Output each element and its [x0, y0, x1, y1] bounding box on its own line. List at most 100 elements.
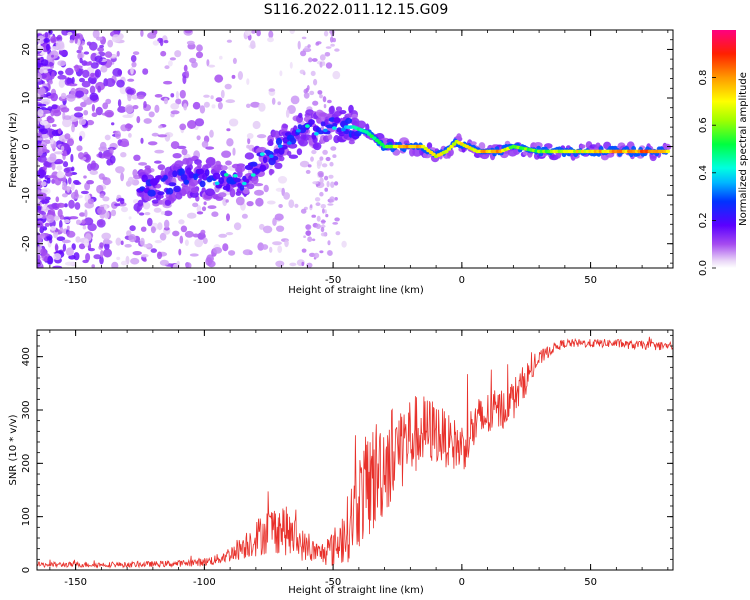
spectrogram-noise-cell [61, 239, 71, 244]
y-tick-label: 300 [21, 400, 32, 419]
x-tick-label: -100 [193, 577, 216, 588]
spectrogram-noise-cell [60, 107, 70, 113]
spectrogram-noise-cell [140, 237, 145, 246]
spectrogram-noise-cell [159, 232, 167, 241]
spectrogram-noise-cell [163, 97, 169, 105]
spectrogram-core-cell [345, 117, 353, 124]
spectrogram-noise-cell [87, 223, 97, 232]
spectrogram-noise-cell [121, 206, 128, 213]
spectrogram-noise-cell [324, 175, 329, 181]
spectrogram-noise-cell [311, 58, 318, 62]
spectrogram-noise-cell [315, 223, 321, 229]
spectrogram-noise-cell [62, 118, 72, 128]
spectrogram-noise-cell [219, 55, 223, 60]
figure-title: S116.2022.011.12.15.G09 [264, 2, 449, 18]
spectrogram-noise-cell [335, 231, 341, 236]
spectrogram-noise-cell [127, 78, 135, 82]
spectrogram-noise-cell [330, 43, 335, 47]
spectrogram-noise-cell [37, 148, 43, 157]
spectrogram-noise-cell [303, 88, 308, 94]
spectrogram-noise-cell [114, 203, 121, 207]
spectrogram-noise-cell [48, 30, 53, 35]
spectrogram-noise-cell [54, 177, 62, 186]
spectrogram-noise-cell [172, 230, 180, 237]
spectrogram-noise-cell [212, 247, 223, 254]
spectrogram-noise-cell [84, 182, 91, 191]
spectrogram-noise-cell [330, 181, 335, 188]
spectrogram-noise-cell [169, 57, 176, 61]
spectrogram-noise-cell [148, 111, 155, 118]
spectrogram-noise-cell [120, 198, 125, 205]
spectrogram-noise-cell [67, 31, 73, 36]
x-tick-label: 0 [459, 275, 465, 286]
spectrogram-noise-cell [120, 172, 124, 182]
spectrogram-noise-cell [89, 85, 96, 95]
spectrogram-noise-cell [246, 78, 250, 85]
spectrogram-noise-cell [202, 237, 208, 245]
spectrogram-noise-cell [66, 230, 76, 238]
spectrogram-noise-cell [40, 98, 51, 106]
spectrogram-noise-cell [104, 242, 110, 251]
spectrogram-noise-cell [207, 205, 217, 210]
spectrogram-noise-cell [124, 123, 134, 129]
spectrogram-noise-cell [251, 30, 256, 34]
x-tick-label: 50 [584, 577, 597, 588]
spectrogram-noise-cell [226, 138, 234, 147]
spectrogram-core-cell [325, 124, 335, 129]
spectrogram-noise-cell [332, 70, 341, 80]
spectrogram-noise-cell [185, 262, 192, 268]
spectrogram-noise-cell [267, 37, 274, 43]
spectrogram-noise-cell [41, 134, 50, 139]
spectrogram-noise-cell [40, 248, 47, 255]
spectrogram-noise-cell [100, 250, 104, 258]
colorbar-ticks: 0.0 0.2 0.4 0.6 0.8 [698, 70, 716, 276]
spectrogram-noise-cell [81, 219, 86, 225]
spectrogram-noise-cell [325, 46, 332, 49]
spectrogram-noise-cell [268, 30, 274, 39]
spectrogram-noise-cell [37, 137, 44, 141]
spectrogram-noise-cell [232, 147, 236, 156]
spectrogram-noise-cell [51, 162, 56, 171]
spectrogram-noise-cell [179, 235, 184, 244]
spectrogram-noise-cell [73, 181, 82, 185]
spectrogram-noise-cell [160, 211, 166, 215]
spectrogram-noise-cell [179, 123, 187, 131]
spectrogram-noise-cell [215, 97, 223, 103]
spectrogram-noise-cell [310, 156, 314, 162]
spectrogram-core-cell [233, 177, 241, 183]
spectrogram-halo-cell [335, 106, 343, 112]
spectrogram-noise-cell [158, 125, 163, 129]
spectrogram-halo-cell [339, 110, 347, 115]
spectrogram-noise-cell [55, 40, 65, 50]
spectrogram-noise-cell [42, 205, 47, 210]
spectrogram-noise-cell [312, 181, 319, 185]
spectrogram-noise-cell [104, 51, 113, 58]
spectrogram-noise-cell [133, 154, 141, 161]
spectrogram-noise-cell [315, 202, 321, 207]
spectrogram-noise-cell [57, 70, 64, 76]
spectrogram-noise-cell [300, 50, 307, 57]
spectrogram-noise-cell [110, 209, 117, 217]
spectrogram-noise-cell [37, 159, 40, 168]
spectrogram-peak-cell [305, 124, 310, 128]
spectrogram-noise-cell [92, 30, 100, 39]
x-tick-label: 0 [459, 577, 465, 588]
spectrogram-halo-cell [205, 156, 216, 166]
spectrogram-noise-cell [116, 79, 125, 88]
spectrogram-halo-cell [278, 155, 285, 162]
spectrogram-noise-cell [130, 66, 134, 75]
spectrogram-noise-cell [320, 220, 326, 223]
spectrogram-noise-cell [181, 148, 188, 156]
spectrogram-noise-cell [71, 243, 76, 251]
spectrogram-noise-cell [307, 236, 313, 242]
spectrogram-noise-cell [290, 95, 300, 105]
spectrogram-noise-cell [235, 196, 245, 206]
snr-series-line [37, 336, 673, 569]
spectrogram-noise-cell [275, 260, 285, 267]
spectrogram-core-cell [204, 169, 210, 177]
spectrogram-noise-cell [163, 210, 173, 217]
spectrogram-peak-cell [232, 174, 238, 178]
spectrogram-noise-cell [83, 51, 90, 55]
spectrogram-noise-cell [120, 152, 127, 158]
